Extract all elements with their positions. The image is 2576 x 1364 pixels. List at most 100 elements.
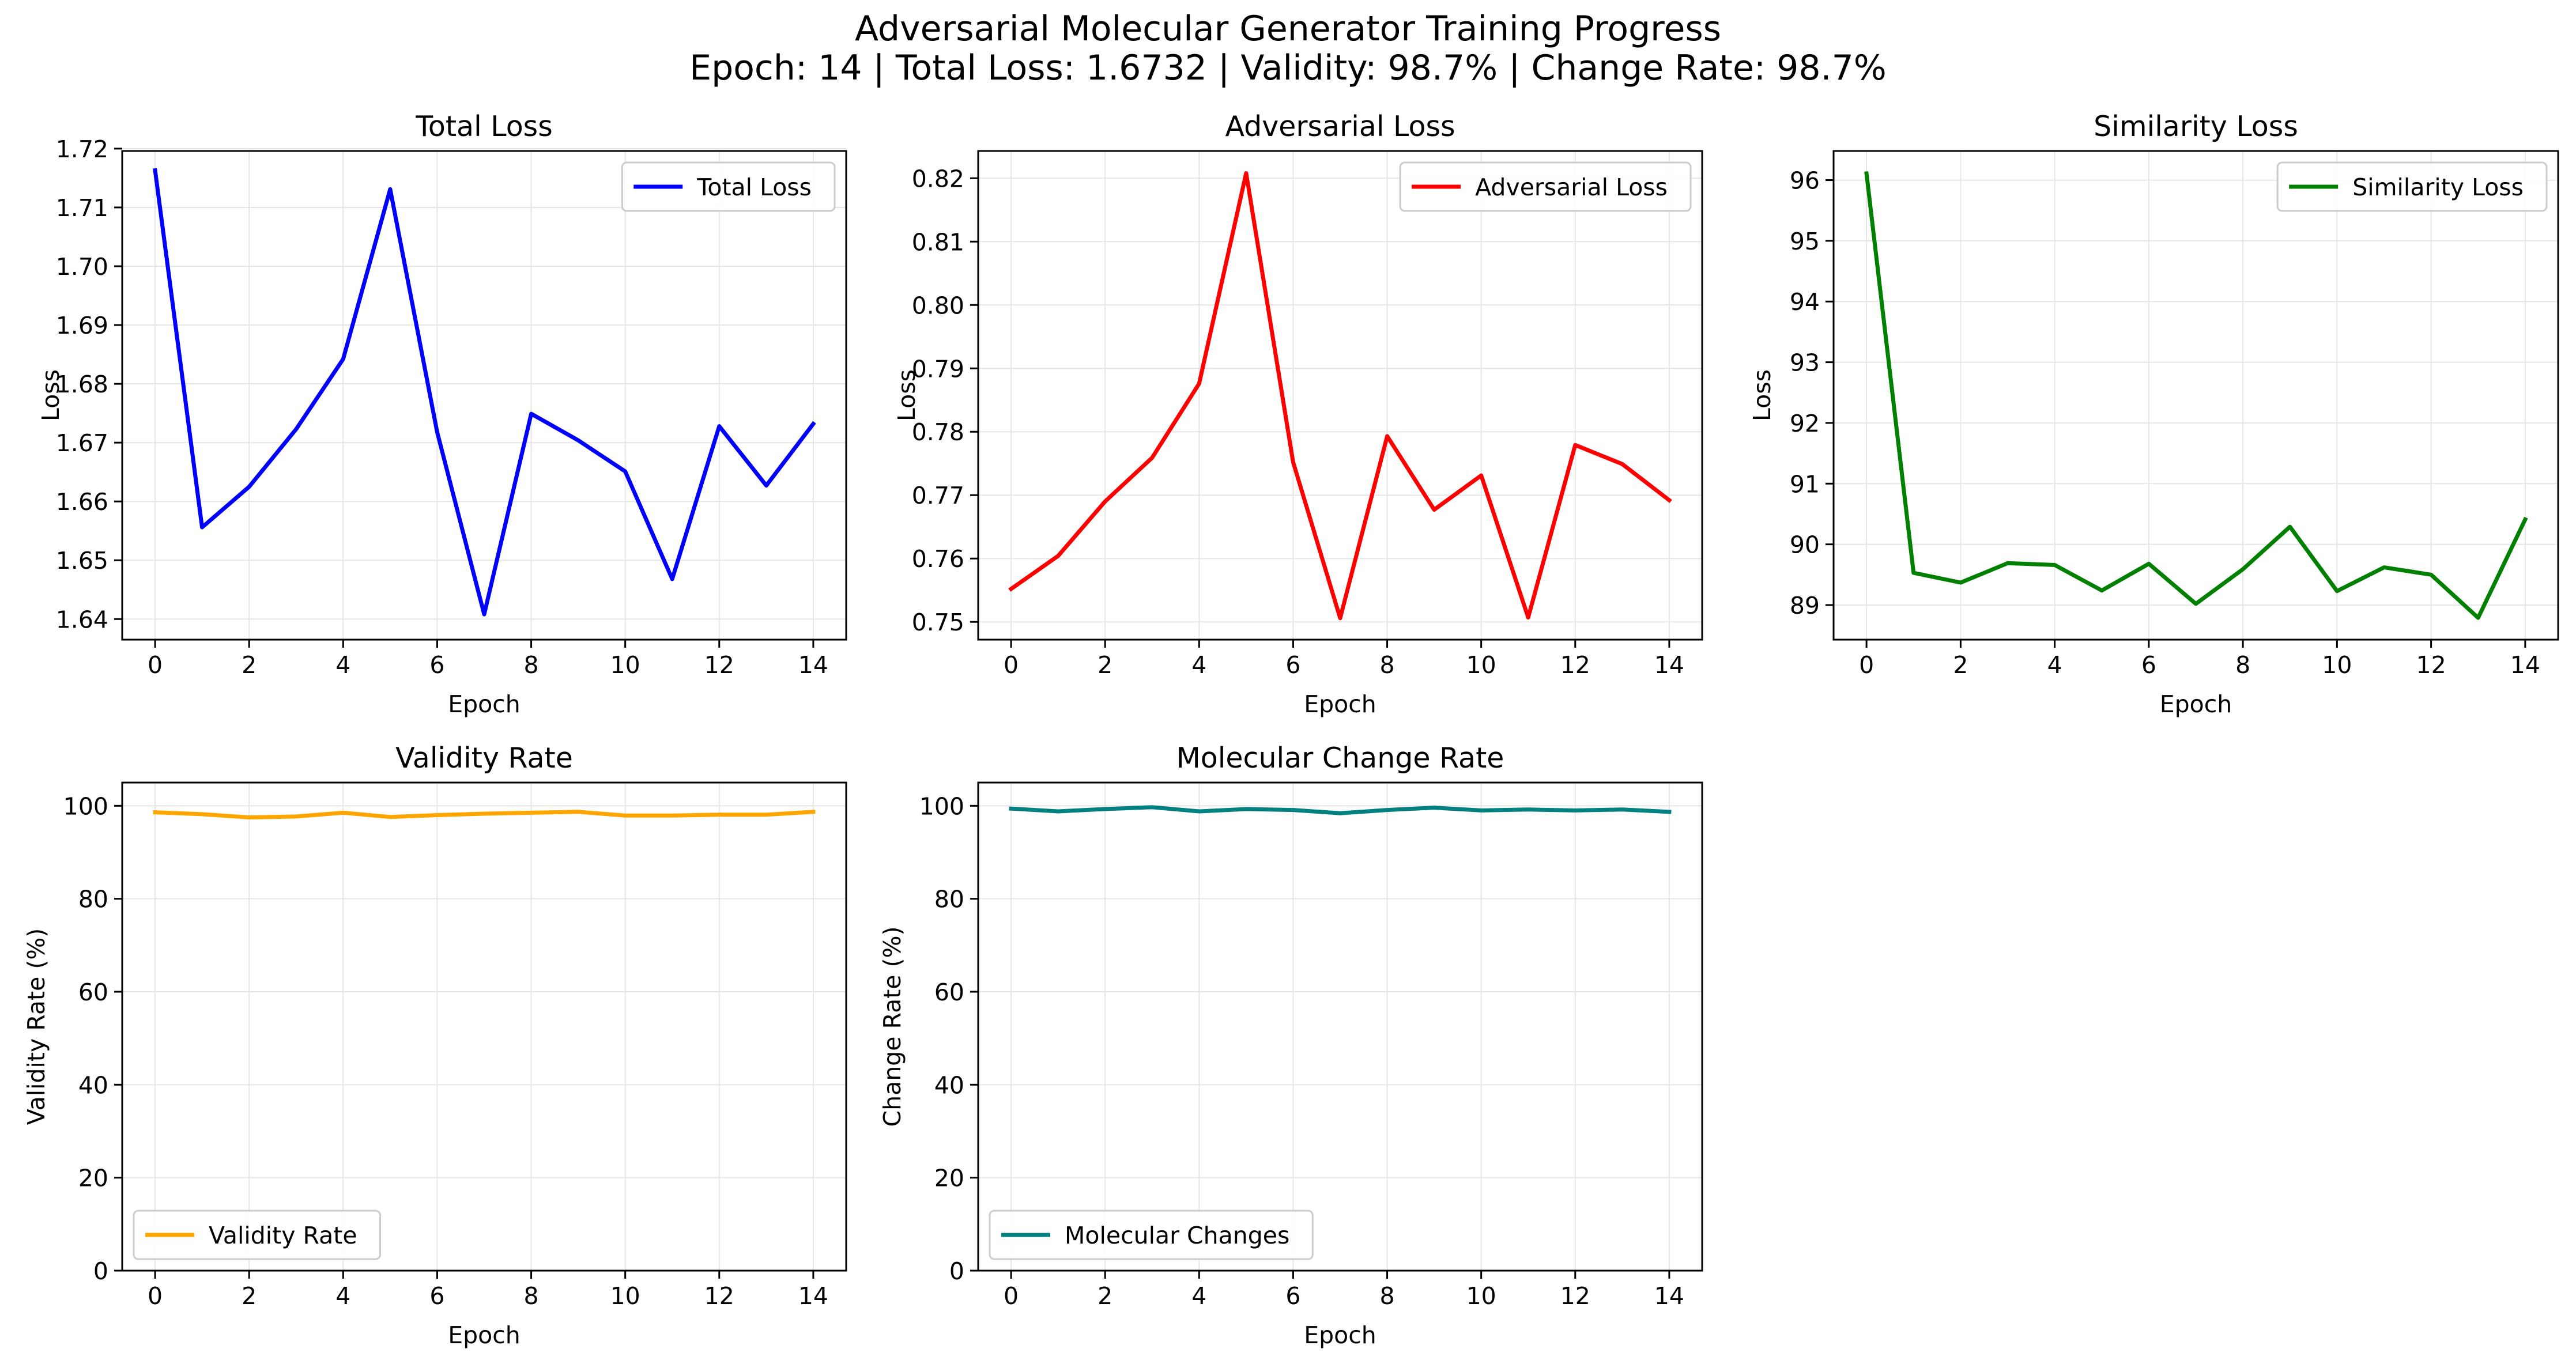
x-axis-label: Epoch (1304, 690, 1376, 718)
x-axis-label: Epoch (448, 1321, 521, 1349)
x-tick-label: 8 (524, 651, 539, 679)
figure-subtitle: Epoch: 14 | Total Loss: 1.6732 | Validit… (689, 48, 1887, 88)
subplot-1: 0 2 4 6 8 10 12 14 1.64 1.65 1.66 1.67 1.68 1.69 1.70 1… (37, 110, 847, 718)
x-axis-label: Epoch (1304, 1321, 1376, 1349)
x-tick-label: 4 (335, 1282, 350, 1310)
y-tick-label: 40 (934, 1071, 964, 1099)
subplot-5: 0 2 4 6 8 10 12 14 0 20 40 60 80 100 Molecular Change … (878, 742, 1703, 1349)
legend-box (133, 1210, 382, 1260)
x-tick-label: 6 (1285, 1282, 1300, 1310)
y-tick-label: 40 (78, 1071, 108, 1099)
y-tick-label: 100 (919, 792, 964, 820)
y-axis-label: Loss (893, 369, 921, 421)
axes-frame (977, 150, 1703, 641)
x-tick-label: 12 (1560, 651, 1590, 679)
x-axis-label: Epoch (448, 690, 521, 718)
y-tick-label: 93 (1790, 349, 1820, 377)
y-tick-label: 0 (949, 1257, 964, 1285)
x-tick-label: 4 (1191, 651, 1206, 679)
x-tick-label: 2 (242, 651, 257, 679)
subplot-title: Molecular Change Rate (1176, 742, 1504, 774)
subplot-title: Similarity Loss (2094, 110, 2298, 143)
y-tick-label: 1.67 (56, 429, 108, 457)
y-tick-label: 0.78 (912, 418, 964, 446)
x-tick-label: 0 (148, 651, 163, 679)
legend: Similarity Loss (2276, 161, 2548, 212)
x-tick-label: 10 (610, 651, 640, 679)
axes-frame (121, 781, 847, 1272)
y-tick-label: 0.82 (912, 165, 964, 192)
x-tick-label: 10 (2322, 651, 2352, 679)
x-tick-label: 12 (704, 1282, 734, 1310)
x-tick-label: 0 (1004, 1282, 1019, 1310)
subplot-4: 0 2 4 6 8 10 12 14 0 20 40 60 80 100 Validity Rate Epoc… (22, 742, 847, 1349)
y-tick-label: 0.79 (912, 355, 964, 383)
x-axis-label: Epoch (2160, 690, 2232, 718)
y-tick-label: 1.69 (56, 312, 108, 339)
axes-frame (1832, 150, 2559, 641)
y-tick-label: 1.72 (56, 135, 108, 163)
x-tick-label: 14 (1654, 1282, 1684, 1310)
series-line (153, 810, 816, 819)
axes-frame (977, 781, 1703, 1272)
y-tick-label: 95 (1790, 228, 1820, 255)
y-tick-label: 1.68 (56, 371, 108, 398)
x-tick-label: 12 (2416, 651, 2446, 679)
x-tick-label: 12 (704, 651, 734, 679)
legend-label: Molecular Changes (1065, 1222, 1289, 1249)
y-tick-label: 20 (78, 1165, 108, 1192)
y-tick-label: 0.80 (912, 292, 964, 319)
y-tick-label: 1.65 (56, 547, 108, 575)
series-line (1008, 171, 1672, 621)
y-tick-label: 0.76 (912, 545, 964, 573)
x-tick-label: 10 (1466, 651, 1496, 679)
y-axis-label: Validity Rate (%) (22, 928, 50, 1125)
y-tick-label: 1.64 (56, 606, 108, 633)
x-tick-label: 2 (1097, 1282, 1112, 1310)
subplot-title: Total Loss (415, 110, 553, 143)
x-tick-label: 10 (610, 1282, 640, 1310)
x-tick-label: 4 (2047, 651, 2062, 679)
legend: Adversarial Loss (1399, 161, 1692, 212)
y-tick-label: 20 (934, 1165, 964, 1192)
x-tick-label: 4 (1191, 1282, 1206, 1310)
y-tick-label: 80 (78, 886, 108, 913)
subplot-3: 0 2 4 6 8 10 12 14 89 90 91 92 93 94 95 96 Similarity Lo… (1748, 110, 2559, 718)
legend: Molecular Changes (989, 1210, 1314, 1260)
x-tick-label: 4 (335, 651, 350, 679)
y-tick-label: 94 (1790, 288, 1820, 316)
legend: Total Loss (621, 161, 836, 212)
legend-box (989, 1210, 1314, 1260)
legend-label: Similarity Loss (2352, 173, 2524, 201)
y-tick-label: 60 (934, 978, 964, 1006)
y-tick-label: 1.66 (56, 488, 108, 516)
y-tick-label: 90 (1790, 531, 1820, 559)
y-tick-label: 0.75 (912, 609, 964, 636)
legend-label: Adversarial Loss (1475, 173, 1668, 201)
x-tick-label: 12 (1560, 1282, 1590, 1310)
x-tick-label: 6 (2141, 651, 2156, 679)
x-tick-label: 0 (1859, 651, 1874, 679)
legend-label: Validity Rate (209, 1222, 357, 1249)
legend-label: Total Loss (696, 173, 812, 201)
figure-header: Adversarial Molecular Generator Training… (0, 9, 2576, 88)
y-tick-label: 1.71 (56, 194, 108, 222)
legend-box (621, 161, 836, 212)
y-tick-label: 92 (1790, 410, 1820, 437)
y-tick-label: 0.81 (912, 228, 964, 256)
y-tick-label: 60 (78, 978, 108, 1006)
x-tick-label: 6 (429, 1282, 444, 1310)
y-tick-label: 80 (934, 886, 964, 913)
x-tick-label: 0 (148, 1282, 163, 1310)
y-axis-label: Loss (37, 369, 65, 421)
legend: Validity Rate (133, 1210, 382, 1260)
y-tick-label: 91 (1790, 470, 1820, 498)
x-tick-label: 8 (1380, 651, 1395, 679)
y-tick-label: 0.77 (912, 482, 964, 509)
y-tick-label: 0 (93, 1257, 108, 1285)
x-tick-label: 8 (524, 1282, 539, 1310)
x-tick-label: 8 (2235, 651, 2250, 679)
y-tick-label: 96 (1790, 167, 1820, 195)
x-tick-label: 14 (798, 651, 828, 679)
